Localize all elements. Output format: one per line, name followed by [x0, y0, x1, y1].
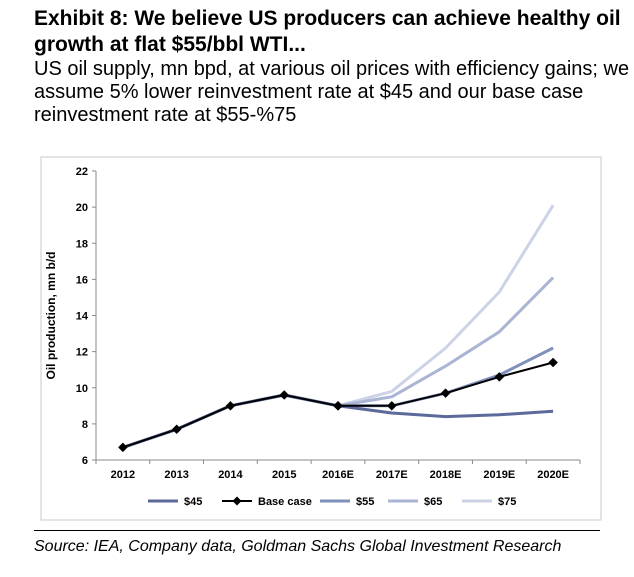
y-tick-label: 22 — [76, 166, 88, 178]
legend-label: $75 — [498, 496, 516, 508]
data-point-marker — [548, 357, 558, 368]
data-point-marker — [494, 372, 505, 382]
x-tick-label: 2018E — [430, 469, 462, 481]
data-point-marker — [333, 400, 343, 411]
y-axis-label: Oil production, mn b/d — [44, 252, 58, 380]
data-point-marker — [386, 400, 397, 411]
series-line--55 — [122, 346, 554, 449]
source-note: Source: IEA, Company data, Goldman Sachs… — [34, 538, 562, 555]
x-tick-label: 2019E — [483, 469, 515, 481]
x-tick-label: 2016E — [322, 469, 354, 481]
legend-label: $65 — [424, 496, 442, 508]
chart-subtitle: US oil supply, mn bpd, at various oil pr… — [34, 58, 630, 126]
y-tick-label: 20 — [76, 202, 88, 214]
data-point-marker — [171, 424, 182, 435]
x-tick-label: 2020E — [537, 469, 569, 481]
x-tick-label: 2014 — [218, 469, 243, 481]
x-tick-label: 2017E — [376, 469, 408, 481]
data-point-marker — [440, 388, 451, 399]
y-tick-label: 8 — [82, 419, 88, 431]
y-tick-label: 16 — [76, 274, 88, 286]
data-point-marker — [279, 390, 290, 400]
chart-title: Exhibit 8: We believe US producers can a… — [34, 7, 621, 56]
y-tick-label: 6 — [82, 455, 88, 467]
legend-marker — [232, 496, 242, 506]
y-tick-label: 14 — [76, 311, 89, 323]
series-line--75 — [122, 204, 555, 449]
y-tick-label: 12 — [76, 347, 88, 359]
x-tick-label: 2013 — [164, 469, 188, 481]
source-divider — [34, 530, 600, 531]
data-point-marker — [118, 442, 128, 453]
y-tick-label: 10 — [76, 383, 88, 395]
y-tick-label: 18 — [76, 238, 88, 250]
chart: 6 8 10 12 14 16 18 20 22 2012 2013 2014 2015 2016E 201… — [40, 156, 602, 521]
x-tick-label: 2015 — [272, 469, 296, 481]
plot-frame — [40, 156, 602, 521]
x-tick-label: 2012 — [111, 469, 135, 481]
data-point-marker — [225, 400, 236, 411]
legend-label: $45 — [184, 496, 202, 508]
legend-label: Base case — [258, 496, 312, 508]
legend-label: $55 — [356, 496, 374, 508]
